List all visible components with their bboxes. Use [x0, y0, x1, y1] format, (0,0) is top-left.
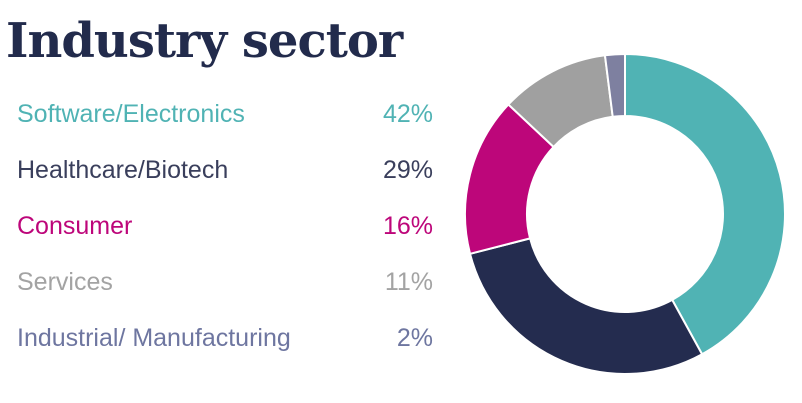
chart-title: Industry sector: [6, 13, 403, 69]
legend-value: 2%: [396, 324, 433, 352]
legend-label: Healthcare/Biotech: [17, 156, 229, 184]
legend: Software/Electronics 42% Healthcare/Biot…: [17, 88, 457, 368]
donut-chart-svg: [464, 52, 786, 375]
legend-item-services: Services 11%: [17, 256, 457, 312]
legend-item-healthcare-biotech: Healthcare/Biotech 29%: [17, 144, 457, 200]
legend-value: 16%: [382, 212, 433, 240]
donut-chart: [444, 35, 802, 393]
legend-label: Services: [17, 268, 113, 296]
legend-label: Consumer: [17, 212, 133, 240]
legend-value: 29%: [382, 156, 433, 184]
legend-label: Software/Electronics: [17, 100, 245, 128]
donut-slice-healthcare-biotech: [468, 237, 704, 375]
donut-slice-industrial-manufacturing: [603, 52, 626, 118]
legend-item-software-electronics: Software/Electronics 42%: [17, 88, 457, 144]
legend-label: Industrial/ Manufacturing: [17, 324, 291, 352]
donut-slice-software-electronics: [624, 52, 786, 356]
legend-item-consumer: Consumer 16%: [17, 200, 457, 256]
legend-value: 11%: [384, 268, 433, 296]
legend-item-industrial-manufacturing: Industrial/ Manufacturing 2%: [17, 312, 457, 368]
legend-value: 42%: [382, 100, 433, 128]
